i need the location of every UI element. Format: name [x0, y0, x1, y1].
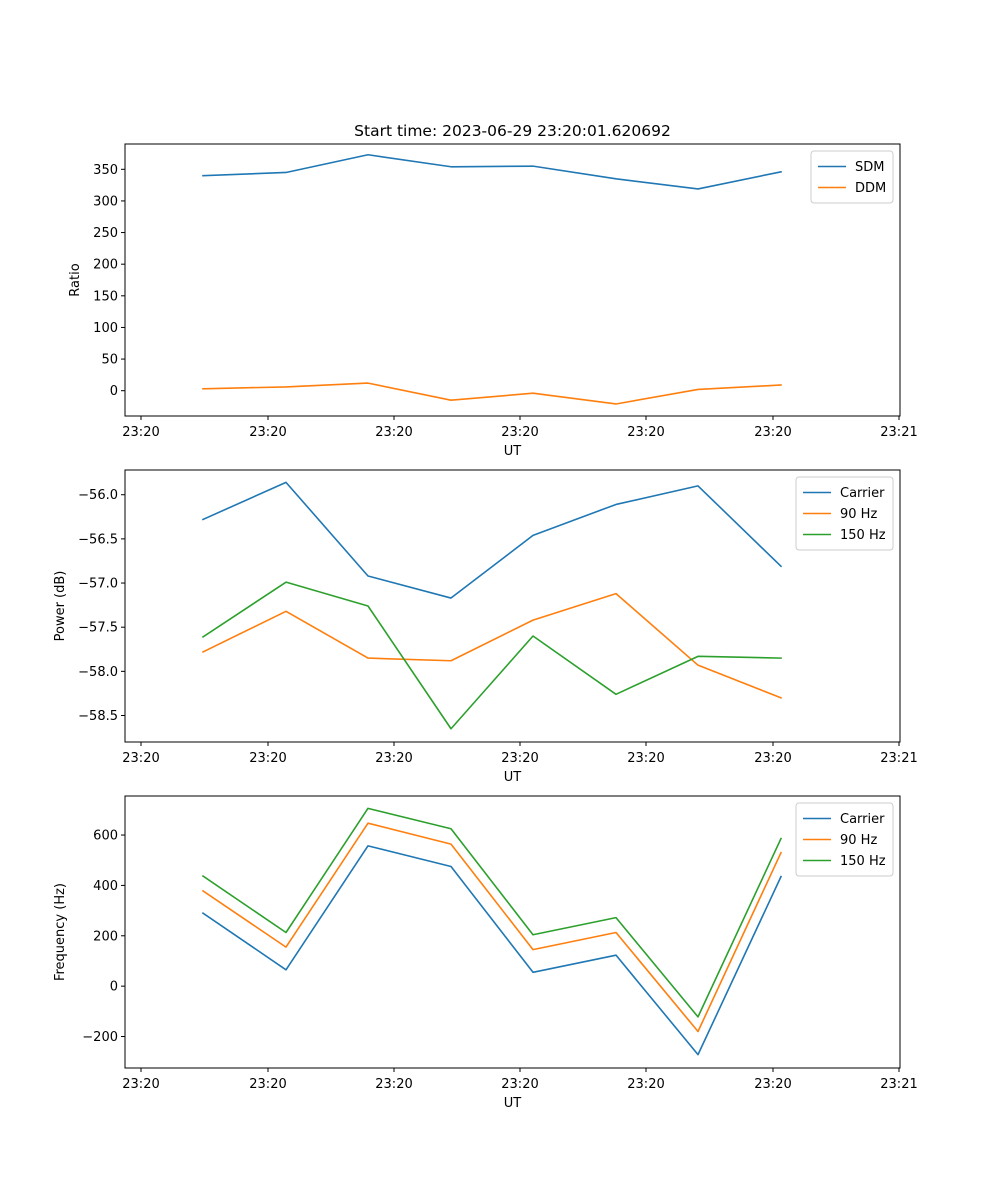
- y-tick-label: 200: [93, 258, 118, 273]
- legend-box: [810, 150, 894, 204]
- x-tick-label: 23:20: [754, 751, 791, 766]
- x-tick-label: 23:20: [501, 425, 538, 440]
- y-tick-label: 250: [93, 226, 118, 241]
- legend-entry-label: SDM: [855, 160, 884, 175]
- x-tick-label: 23:21: [880, 751, 917, 766]
- legend-entry-label: 150 Hz: [840, 528, 886, 543]
- x-tick-label: 23:20: [627, 425, 664, 440]
- legend: Carrier 90 Hz 150 Hz: [795, 802, 894, 877]
- series-line-90-hz: [201, 822, 783, 1033]
- x-tick-label: 23:20: [754, 425, 791, 440]
- x-tick-label: 23:20: [249, 751, 286, 766]
- y-tick-label: 400: [93, 879, 118, 894]
- y-tick-label: 50: [101, 353, 118, 368]
- series-line-150-hz: [201, 807, 783, 1018]
- axes-frame: [124, 795, 901, 1069]
- chart-title: Start time: 2023-06-29 23:20:01.620692: [354, 122, 671, 140]
- legend-entry-label: 150 Hz: [840, 854, 886, 869]
- y-tick-label: −57.0: [78, 577, 118, 592]
- legend-entry-label: Carrier: [840, 812, 885, 827]
- x-tick-label: 23:20: [627, 1077, 664, 1092]
- y-tick-label: 600: [93, 829, 118, 844]
- chart-panel-2: 23:20 23:20 23:20 23:20 23:20 23:20 23:21 −58.5…: [53, 469, 918, 785]
- series-line-150-hz: [201, 581, 782, 730]
- y-tick-label: 300: [93, 194, 118, 209]
- legend-box: [795, 802, 894, 877]
- x-tick-label: 23:20: [501, 751, 538, 766]
- legend: Carrier 90 Hz 150 Hz: [795, 476, 894, 551]
- y-tick-label: −56.5: [78, 532, 118, 547]
- chart-panel-1: 23:20 23:20 23:20 23:20 23:20 23:20 23:21 0 50 10…: [68, 122, 918, 459]
- y-tick-label: −200: [82, 1030, 118, 1045]
- legend-entry-label: DDM: [855, 181, 886, 196]
- y-tick-label: −58.0: [78, 665, 118, 680]
- x-tick-label: 23:21: [880, 425, 917, 440]
- x-tick-label: 23:21: [880, 1077, 917, 1092]
- series-line-carrier: [201, 481, 783, 599]
- y-tick-label: 0: [110, 384, 118, 399]
- axes-frame: [124, 469, 901, 743]
- y-tick-label: 150: [93, 289, 118, 304]
- series-line-carrier: [201, 845, 783, 1056]
- x-tick-label: 23:20: [249, 1077, 286, 1092]
- x-tick-label: 23:20: [122, 751, 159, 766]
- x-axis-label: UT: [504, 1096, 522, 1111]
- x-tick-label: 23:20: [249, 425, 286, 440]
- y-axis-label: Ratio: [68, 263, 83, 296]
- legend-entry-label: Carrier: [840, 486, 885, 501]
- x-tick-label: 23:20: [375, 1077, 412, 1092]
- x-tick-label: 23:20: [754, 1077, 791, 1092]
- y-tick-label: 100: [93, 321, 118, 336]
- x-tick-label: 23:20: [501, 1077, 538, 1092]
- legend-entry-label: 90 Hz: [840, 507, 877, 522]
- y-tick-label: −56.0: [78, 488, 118, 503]
- series-line-sdm: [202, 153, 782, 190]
- legend-box: [795, 476, 894, 551]
- y-tick-label: 200: [93, 929, 118, 944]
- chart-panel-3: 23:20 23:20 23:20 23:20 23:20 23:20 23:21 −200 0…: [53, 795, 918, 1111]
- legend: SDM DDM: [810, 150, 894, 204]
- x-tick-label: 23:20: [122, 1077, 159, 1092]
- axes-frame: [124, 143, 901, 417]
- x-tick-label: 23:20: [375, 425, 412, 440]
- y-axis-label: Power (dB): [53, 571, 68, 642]
- legend-entry-label: 90 Hz: [840, 833, 877, 848]
- series-line-90-hz: [201, 592, 783, 699]
- x-axis-label: UT: [504, 444, 522, 459]
- x-tick-label: 23:20: [375, 751, 412, 766]
- y-tick-label: −58.5: [78, 709, 118, 724]
- x-tick-label: 23:20: [627, 751, 664, 766]
- x-tick-label: 23:20: [122, 425, 159, 440]
- y-tick-label: 0: [110, 980, 118, 995]
- y-tick-label: −57.5: [78, 621, 118, 636]
- x-axis-label: UT: [504, 770, 522, 785]
- y-axis-label: Frequency (Hz): [53, 883, 68, 981]
- y-tick-label: 350: [93, 163, 118, 178]
- series-line-ddm: [202, 382, 782, 405]
